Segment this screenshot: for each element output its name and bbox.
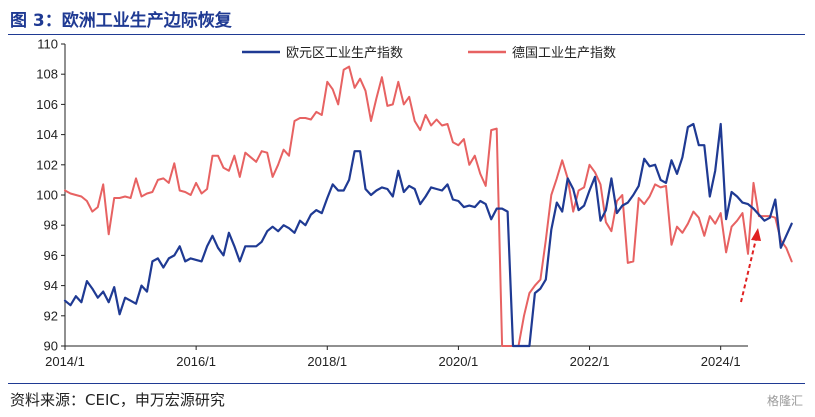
series-line-2	[64, 65, 793, 347]
x-tick-label: 2024/1	[701, 354, 741, 369]
watermark-text: 格隆汇	[766, 394, 803, 408]
x-tick-label: 2016/1	[176, 354, 216, 369]
y-tick-label: 104	[36, 127, 58, 142]
y-tick-label: 110	[37, 37, 58, 52]
legend: 欧元区工业生产指数 德国工业生产指数	[242, 46, 616, 61]
y-tick-label: 90	[44, 339, 58, 354]
source-note: 资料来源：CEIC，申万宏源研究	[10, 391, 225, 409]
plot-frame	[64, 44, 748, 347]
x-axis: 2014/1 2016/1 2018/1 2020/1 2022/1 2024/1	[45, 346, 741, 369]
y-tick-label: 108	[36, 67, 58, 82]
y-axis: 90 92 94 96 98 100 102 104 106 108 110	[36, 37, 65, 354]
y-tick-label: 100	[36, 188, 58, 203]
legend-label-2: 德国工业生产指数	[512, 46, 616, 61]
y-tick-label: 92	[44, 308, 58, 323]
trend-arrow-shaft	[740, 238, 757, 303]
x-tick-label: 2022/1	[570, 354, 610, 369]
x-tick-label: 2018/1	[307, 354, 347, 369]
x-tick-label: 2014/1	[45, 354, 85, 369]
series-layer	[63, 65, 793, 348]
trend-arrow-head	[751, 228, 761, 241]
y-tick-label: 106	[36, 97, 58, 112]
series-line-1	[63, 122, 793, 348]
y-tick-label: 102	[36, 157, 58, 172]
y-tick-label: 94	[44, 278, 58, 293]
source-divider	[8, 383, 805, 384]
x-tick-label: 2020/1	[439, 354, 479, 369]
line-chart: 90 92 94 96 98 100 102 104 106 108 110 2014/1 2016/…	[36, 37, 793, 369]
trend-arrow-annotation	[740, 228, 761, 303]
chart-title: 图 3：欧洲工业生产边际恢复	[10, 11, 232, 31]
y-tick-label: 96	[44, 248, 58, 263]
title-divider	[8, 34, 805, 35]
legend-label-1: 欧元区工业生产指数	[286, 46, 403, 61]
y-tick-label: 98	[44, 218, 58, 233]
